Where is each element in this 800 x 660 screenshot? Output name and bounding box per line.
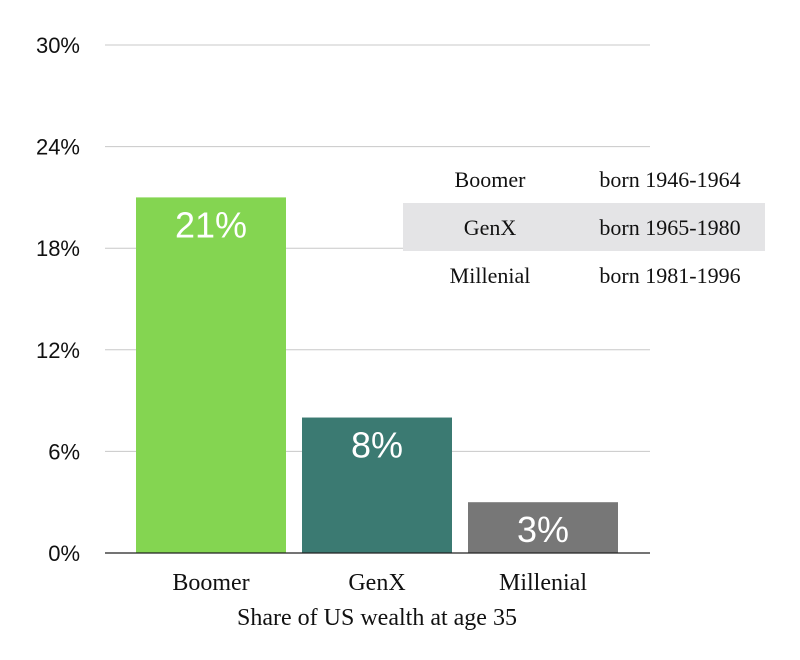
y-tick-label: 24% bbox=[36, 135, 80, 160]
x-axis-title: Share of US wealth at age 35 bbox=[237, 605, 517, 631]
legend-row: GenX born 1965-1980 bbox=[403, 203, 765, 251]
legend-birth-years: born 1981-1996 bbox=[599, 263, 740, 288]
legend-generation-name: Boomer bbox=[455, 167, 527, 192]
y-tick-label: 6% bbox=[48, 439, 80, 464]
y-tick-label: 18% bbox=[36, 236, 80, 261]
y-tick-label: 30% bbox=[36, 33, 80, 58]
y-tick-label: 0% bbox=[48, 541, 80, 566]
x-category-label: Millenial bbox=[499, 570, 587, 596]
bar-value-label: 3% bbox=[517, 509, 569, 550]
legend-row: Boomer born 1946-1964 bbox=[455, 167, 741, 192]
bar-millenial bbox=[468, 502, 618, 553]
x-axis-categories: Boomer GenX Millenial bbox=[172, 570, 587, 596]
generation-legend-table: Boomer born 1946-1964 GenX born 1965-1980 Mi… bbox=[403, 167, 765, 288]
legend-generation-name: GenX bbox=[464, 215, 517, 240]
x-category-label: Boomer bbox=[172, 570, 249, 596]
bar-genx bbox=[302, 417, 452, 553]
legend-generation-name: Millenial bbox=[450, 263, 531, 288]
legend-row-shade bbox=[403, 203, 765, 251]
legend-birth-years: born 1946-1964 bbox=[599, 167, 740, 192]
bar-value-label: 8% bbox=[351, 425, 403, 466]
bar-value-label: 21% bbox=[175, 204, 247, 245]
x-category-label: GenX bbox=[348, 570, 405, 596]
legend-birth-years: born 1965-1980 bbox=[599, 215, 740, 240]
bar-boomer bbox=[136, 197, 286, 553]
bars: 21% 8% 3% bbox=[136, 197, 618, 553]
y-axis-ticks: 0% 6% 12% 18% 24% 30% bbox=[36, 33, 80, 566]
legend-row: Millenial born 1981-1996 bbox=[450, 263, 741, 288]
y-tick-label: 12% bbox=[36, 338, 80, 363]
